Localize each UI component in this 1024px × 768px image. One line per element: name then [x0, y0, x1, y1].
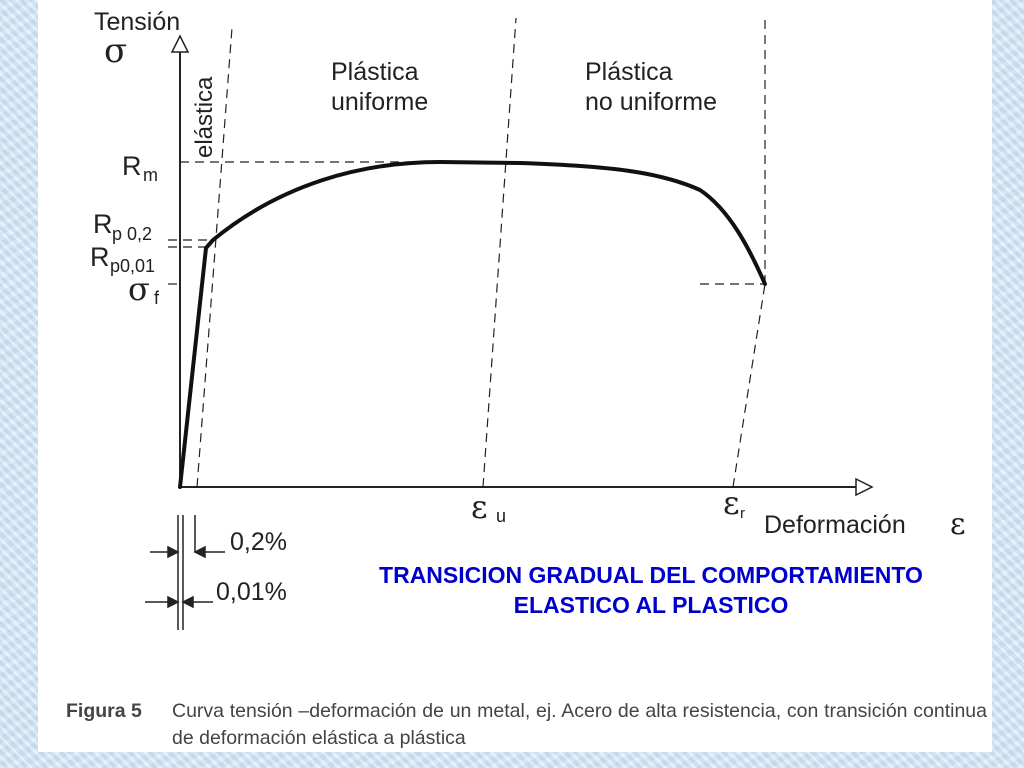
- offset-001-right-arrow: [181, 595, 194, 609]
- svg-text:m: m: [143, 165, 158, 185]
- y-tick-rp001: R p0,01: [90, 242, 155, 276]
- svg-text:ε: ε: [723, 484, 740, 522]
- x-tick-epsilon-u: ε u: [471, 488, 506, 526]
- svg-text:ε: ε: [471, 488, 488, 526]
- svg-text:r: r: [740, 505, 745, 522]
- svg-text:R: R: [93, 209, 113, 239]
- offset-001-label: 0,01%: [216, 578, 287, 606]
- slide-title-line2: ELASTICO AL PLASTICO: [513, 592, 789, 618]
- svg-text:p 0,2: p 0,2: [112, 224, 152, 244]
- region-elastic-label: elástica: [191, 76, 218, 158]
- svg-text:f: f: [154, 288, 160, 308]
- offset-02-label: 0,2%: [230, 528, 287, 556]
- slide-panel: [38, 0, 992, 752]
- region-uniform-line1: Plástica: [331, 58, 419, 86]
- figure-caption-text: Curva tensión –deformación de un metal, …: [172, 700, 987, 749]
- y-axis-symbol: σ: [104, 31, 127, 71]
- svg-text:R: R: [90, 242, 110, 272]
- y-tick-rp02: R p 0,2: [93, 209, 152, 244]
- y-tick-rm: R m: [122, 151, 158, 185]
- offset-02-left-arrow: [167, 545, 180, 559]
- fracture-offset-line: [732, 283, 766, 488]
- offset-001-left-arrow: [167, 595, 180, 609]
- y-axis-arrow: [170, 34, 190, 53]
- offset-02-right-arrow: [193, 545, 206, 559]
- region-nonuniform-line1: Plástica: [585, 58, 673, 86]
- svg-text:p0,01: p0,01: [110, 256, 155, 276]
- stress-strain-curve: [178, 160, 767, 489]
- uniform-boundary-line: [482, 17, 517, 488]
- svg-text:σ: σ: [128, 270, 150, 308]
- region-nonuniform-line2: no uniforme: [585, 88, 717, 116]
- x-axis-arrow: [855, 477, 874, 497]
- svg-text:u: u: [496, 506, 506, 526]
- x-axis-symbol: ε: [950, 507, 966, 542]
- y-tick-sigma-f: σ f: [128, 270, 160, 308]
- elastic-boundary-line: [196, 27, 233, 488]
- x-tick-epsilon-r: ε r: [723, 484, 745, 522]
- region-uniform-line2: uniforme: [331, 88, 428, 116]
- slide-title: TRANSICION GRADUAL DEL COMPORTAMIENTO EL…: [306, 560, 996, 620]
- x-axis-title: Deformación: [764, 511, 906, 539]
- slide-title-line1: TRANSICION GRADUAL DEL COMPORTAMIENTO: [379, 562, 923, 588]
- figure-label: Figura 5: [66, 700, 142, 722]
- y-axis-title: Tensión: [94, 8, 180, 36]
- svg-text:R: R: [122, 151, 142, 181]
